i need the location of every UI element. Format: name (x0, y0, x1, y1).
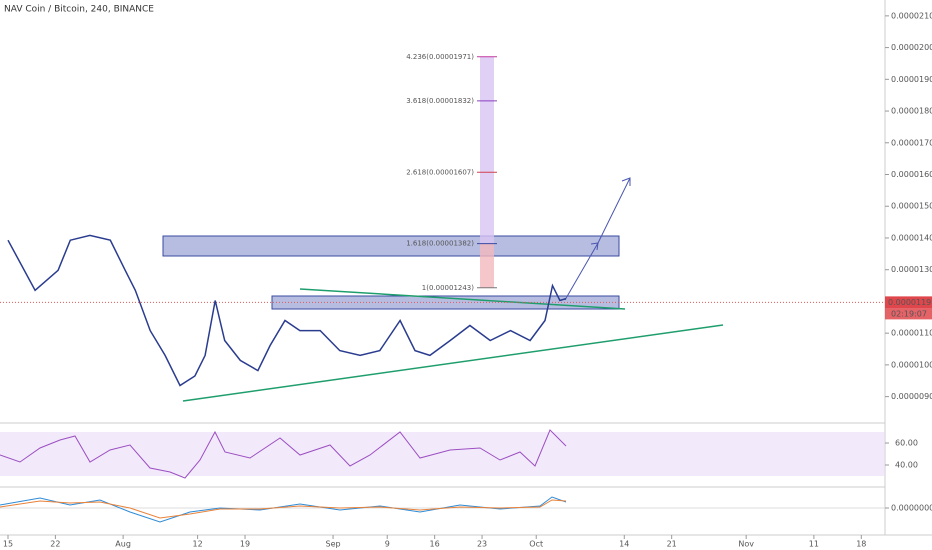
x-tick-label: Aug (115, 540, 131, 549)
chart-title: NAV Coin / Bitcoin, 240, BINANCE (4, 5, 154, 15)
price-label: 0.00001197 (888, 298, 932, 307)
trendline (182, 324, 724, 402)
x-tick-label: Oct (529, 540, 543, 549)
signal-line (0, 499, 567, 519)
rsi-band (0, 432, 885, 476)
fib-label: 4.236(0.00001971) (406, 53, 474, 61)
trendline (299, 288, 626, 310)
countdown: 02:19:07 (891, 309, 927, 318)
x-tick-label: 18 (856, 540, 866, 549)
x-tick-label: 16 (430, 540, 440, 549)
x-tick-label: 22 (50, 540, 60, 549)
arrow-head (621, 177, 631, 186)
x-tick-label: 9 (385, 540, 390, 549)
x-tick-label: Nov (738, 540, 754, 549)
x-tick-label: 15 (3, 540, 13, 549)
rsi-line (0, 429, 567, 479)
macd-tick-label: 0.00000000 (891, 504, 932, 513)
y-tick-label: 0.00002100 (891, 11, 932, 20)
x-tick-label: 19 (240, 540, 250, 549)
fib-range-lower (480, 243, 494, 288)
fib-range-upper (480, 56, 494, 244)
x-tick-label: 12 (193, 540, 203, 549)
resistance-zone (162, 235, 620, 257)
countdown-badge (885, 308, 932, 320)
x-tick-label: 21 (667, 540, 677, 549)
x-tick-label: Sep (326, 540, 341, 549)
rsi-tick-label: 40.00 (895, 461, 918, 470)
x-tick-label: 14 (619, 540, 629, 549)
fib-label: 3.618(0.00001832) (406, 97, 474, 105)
price-line (7, 234, 567, 387)
rsi-tick-label: 60.00 (895, 439, 918, 448)
price-badge (885, 296, 932, 309)
x-tick-label: 23 (477, 540, 487, 549)
fib-label: 1.618(0.00001382) (406, 240, 474, 248)
fib-label: 2.618(0.00001607) (406, 168, 474, 176)
x-tick-label: 11 (809, 540, 819, 549)
fib-label: 1(0.00001243) (422, 284, 474, 292)
arrow-head (590, 242, 599, 251)
